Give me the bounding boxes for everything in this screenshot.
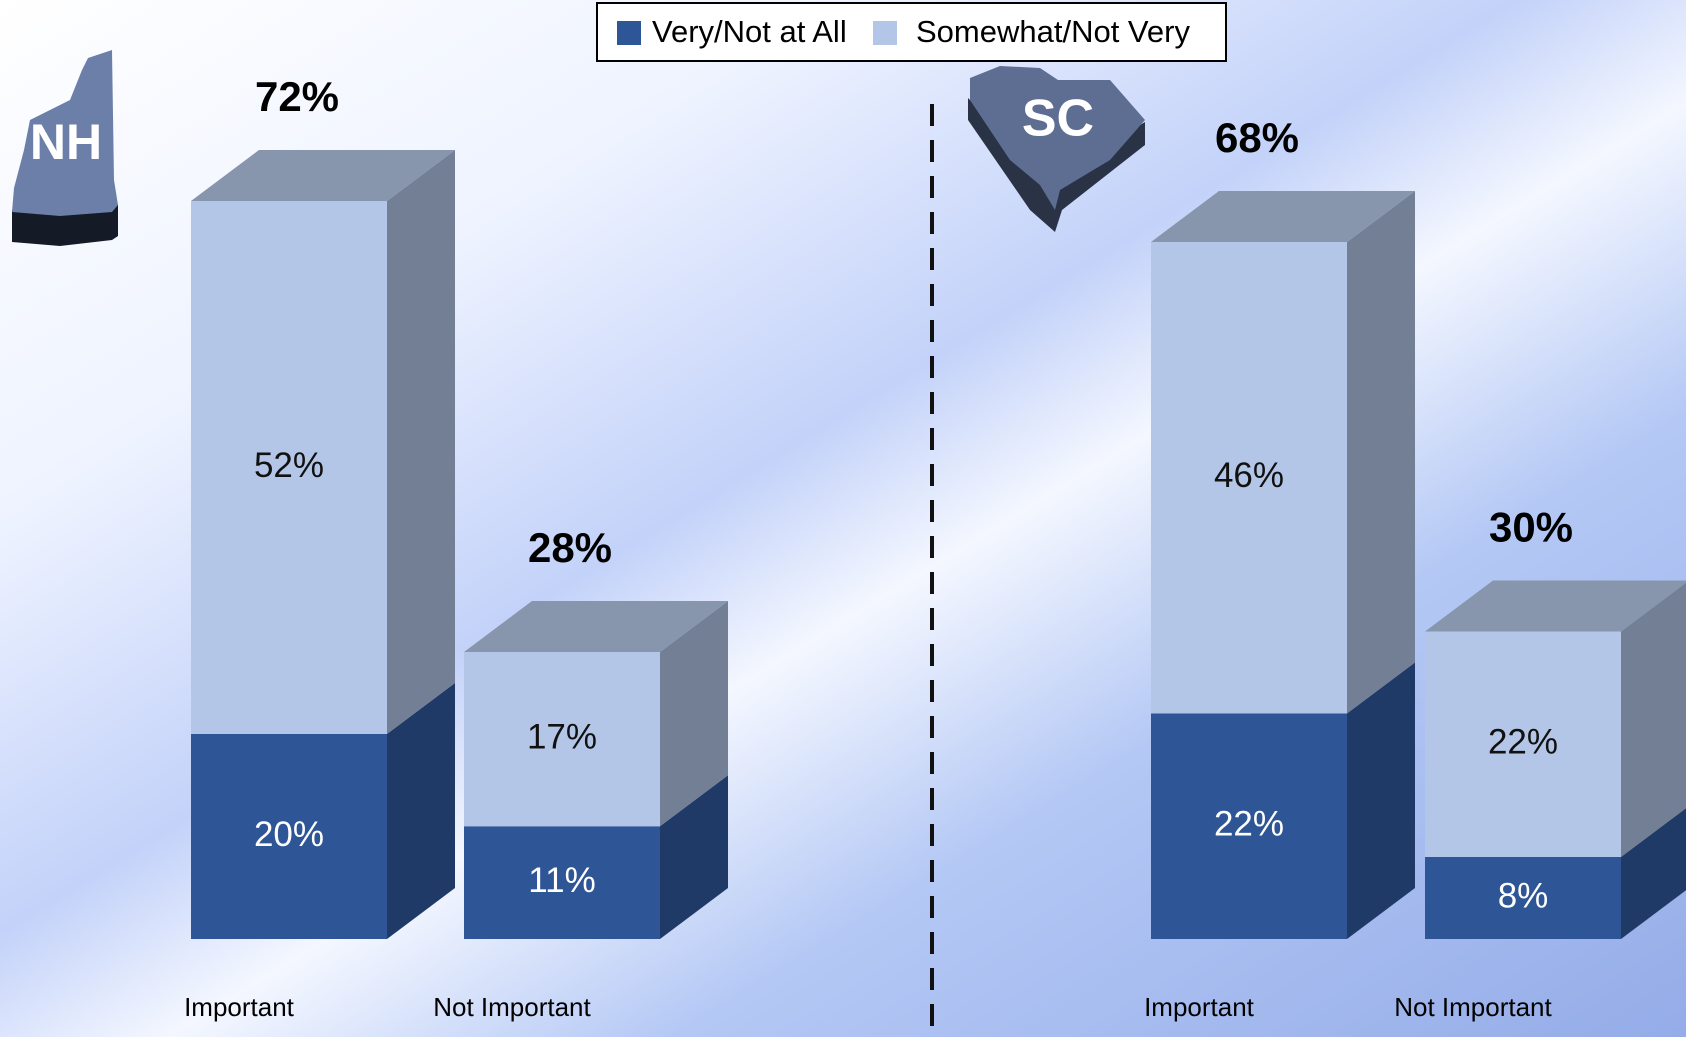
bar-segment <box>464 826 660 939</box>
value-label: 52% <box>254 446 324 485</box>
bar-side <box>1347 191 1415 714</box>
bar-top <box>1425 580 1686 632</box>
legend-label: Very/Not at All <box>652 14 847 49</box>
x-tick-label: Important <box>184 992 295 1022</box>
value-label: 17% <box>527 717 597 756</box>
bar-segment <box>1425 857 1621 939</box>
bar-side <box>387 683 455 939</box>
bar-side <box>1621 808 1686 939</box>
bar-segment <box>191 201 387 734</box>
value-label: 20% <box>254 815 324 854</box>
bar-side <box>660 601 728 827</box>
legend: Very/Not at All Somewhat/Not Very <box>596 2 1227 62</box>
bar-side <box>1621 582 1686 857</box>
value-label: 8% <box>1498 876 1549 915</box>
x-tick-label: Not Important <box>433 992 591 1022</box>
x-tick-label: Important <box>1144 992 1255 1022</box>
legend-box <box>596 2 1227 62</box>
value-label: 46% <box>1214 456 1284 495</box>
total-label: 72% <box>255 73 339 120</box>
total-label: 30% <box>1489 504 1573 551</box>
bar-side <box>387 150 455 734</box>
value-label: 22% <box>1488 723 1558 762</box>
state-label: NH <box>30 114 102 170</box>
bar-top <box>191 150 455 201</box>
bar-segment <box>1425 631 1621 857</box>
bar-side <box>1347 662 1415 939</box>
x-tick-label: Not Important <box>1394 992 1552 1022</box>
value-label: 22% <box>1214 805 1284 844</box>
bar-side <box>660 775 728 939</box>
bar-top <box>1151 191 1415 242</box>
sc-icon: SC <box>968 66 1145 232</box>
state-label: SC <box>1022 90 1094 148</box>
bar-segment <box>1151 242 1347 714</box>
bar-segment <box>1151 713 1347 939</box>
legend-label: Somewhat/Not Very <box>916 14 1190 49</box>
bar-top <box>464 601 728 652</box>
value-label: 11% <box>528 861 595 900</box>
legend-swatch <box>873 21 897 45</box>
total-label: 68% <box>1215 114 1299 161</box>
nh-icon: NH <box>12 50 118 246</box>
total-label: 28% <box>528 524 612 571</box>
bar-segment <box>191 734 387 939</box>
bar-segment <box>464 652 660 827</box>
legend-swatch <box>617 21 641 45</box>
